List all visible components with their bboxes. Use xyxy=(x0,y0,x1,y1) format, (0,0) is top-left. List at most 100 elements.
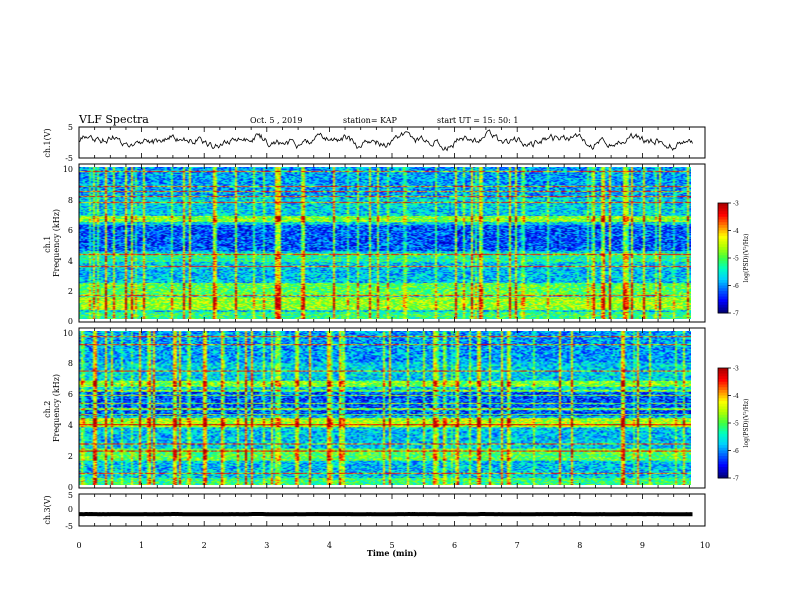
colorbar-tick-label: -5 xyxy=(733,256,739,263)
colorbar-tick-label: -6 xyxy=(733,448,739,455)
ch1-spectrogram-ylabel-channel: ch.1 xyxy=(43,236,52,253)
ch2-spectrogram-ticks xyxy=(78,328,706,488)
colorbar-swatch xyxy=(718,423,728,427)
colorbar-swatch xyxy=(718,428,728,432)
colorbar-swatch xyxy=(718,263,728,267)
colorbar-swatch xyxy=(718,447,728,451)
ch1-waveform-ticks xyxy=(78,127,706,158)
ch2-spectrogram-ylabel: ch.2 Frequency (kHz) xyxy=(43,374,61,442)
ch1-freq-tick-2: 2 xyxy=(68,287,73,296)
ch3-waveform-ylabel: ch.3(V) xyxy=(43,495,52,524)
colorbar-swatch xyxy=(718,458,728,462)
colorbar-swatch xyxy=(718,205,728,209)
time-tick-label: 5 xyxy=(389,541,394,550)
colorbar-swatch xyxy=(718,249,728,253)
ch2-spectrogram-image xyxy=(79,331,691,485)
colorbar-swatch xyxy=(718,461,728,465)
ch1-ytick-bottom: -5 xyxy=(65,154,73,163)
colorbar-swatch xyxy=(718,445,728,449)
ch3-ytick-top: 5 xyxy=(68,491,73,500)
ch1-spectrogram-ylabel: ch.1 Frequency (kHz) xyxy=(43,209,61,277)
colorbar-swatch xyxy=(718,412,728,416)
colorbar-swatch xyxy=(718,216,728,220)
colorbar-swatch xyxy=(718,453,728,457)
colorbar-swatch xyxy=(718,211,728,215)
colorbar-swatch xyxy=(718,392,728,396)
colorbar-swatch xyxy=(718,406,728,410)
colorbar-swatch xyxy=(718,236,728,240)
colorbar-swatch xyxy=(718,288,728,292)
colorbar-swatch xyxy=(718,467,728,471)
colorbar-swatch xyxy=(718,260,728,264)
time-axis-label: Time (min) xyxy=(367,548,417,558)
colorbar-swatch xyxy=(718,302,728,306)
colorbar-tick-label: -5 xyxy=(733,421,739,428)
colorbar-swatch xyxy=(718,442,728,446)
colorbar-swatch xyxy=(718,368,728,372)
ch1-freq-tick-8: 8 xyxy=(68,196,73,205)
colorbar-swatch xyxy=(718,304,728,308)
ch1-colorbar: -3 -4 -5 -6 -7 log(PSD)(V²/Hz) xyxy=(717,201,750,318)
ch2-freq-tick-6: 6 xyxy=(68,390,73,399)
ch2-freq-tick-2: 2 xyxy=(68,452,73,461)
figure-start-time: start UT = 15: 50: 1 xyxy=(437,116,518,125)
colorbar-swatch xyxy=(718,307,728,311)
colorbar-swatch xyxy=(718,469,728,473)
ch2-freq-tick-8: 8 xyxy=(68,359,73,368)
ch3-waveform-panel: 5 0 -5 ch.3(V) xyxy=(43,491,706,531)
colorbar-swatch xyxy=(718,436,728,440)
colorbar-swatch xyxy=(718,425,728,429)
ch1-waveform-panel: 5 -5 ch.1(V) xyxy=(43,123,706,163)
colorbar-swatch xyxy=(718,472,728,476)
colorbar-swatch xyxy=(718,214,728,218)
ch2-freq-tick-0: 0 xyxy=(68,483,73,492)
colorbar-swatch xyxy=(718,293,728,297)
colorbar-swatch xyxy=(718,398,728,402)
colorbar-swatch xyxy=(718,258,728,262)
colorbar-swatch xyxy=(718,282,728,286)
colorbar-swatch xyxy=(718,384,728,388)
ch1-waveform-ylabel: ch.1(V) xyxy=(43,128,52,157)
colorbar-swatch xyxy=(718,227,728,231)
time-tick-label: 9 xyxy=(640,541,645,550)
ch2-spectrogram-ylabel-channel: ch.2 xyxy=(43,401,52,418)
ch1-spectrogram-ylabel-frequency: Frequency (kHz) xyxy=(52,209,61,277)
ch1-spectrogram-ticks xyxy=(78,164,706,322)
colorbar-swatch xyxy=(718,414,728,418)
ch3-ytick-mid: 0 xyxy=(68,505,73,514)
ch1-waveform-trace xyxy=(78,129,693,152)
ch1-spectrogram-panel: 0 2 4 6 8 10 ch.1 Frequency (kHz) xyxy=(43,163,706,326)
colorbar-swatch xyxy=(718,373,728,377)
colorbar-swatch xyxy=(718,247,728,251)
colorbar-swatch xyxy=(718,456,728,460)
time-tick-label: 7 xyxy=(515,541,520,550)
ch2-freq-tick-10: 10 xyxy=(63,329,73,338)
ch3-waveform-ticks xyxy=(78,494,706,526)
colorbar-swatch xyxy=(718,208,728,212)
time-tick-label: 3 xyxy=(264,541,269,550)
colorbar-tick-label: -7 xyxy=(733,311,739,318)
ch2-spectrogram-ylabel-frequency: Frequency (kHz) xyxy=(52,374,61,442)
colorbar-swatch xyxy=(718,230,728,234)
ch1-freq-tick-10: 10 xyxy=(63,165,73,174)
colorbar-swatch xyxy=(718,379,728,383)
colorbar-swatch xyxy=(718,439,728,443)
time-tick-label: 4 xyxy=(327,541,332,550)
colorbar-swatch xyxy=(718,233,728,237)
colorbar-swatch xyxy=(718,291,728,295)
time-tick-label: 8 xyxy=(577,541,582,550)
colorbar-swatch xyxy=(718,376,728,380)
colorbar-swatch xyxy=(718,241,728,245)
time-axis-tick-labels: 0 1 2 3 4 5 6 7 8 9 10 xyxy=(76,541,710,550)
ch1-freq-tick-6: 6 xyxy=(68,226,73,235)
time-tick-label: 10 xyxy=(700,541,710,550)
colorbar-tick-label: -3 xyxy=(733,366,739,373)
colorbar-swatch xyxy=(718,381,728,385)
colorbar-label: log(PSD)(V²/Hz) xyxy=(743,234,750,283)
colorbar-swatch xyxy=(718,271,728,275)
colorbar-swatch xyxy=(718,434,728,438)
colorbar-swatch xyxy=(718,464,728,468)
colorbar-swatch xyxy=(718,390,728,394)
ch2-spectrogram-panel: 0 2 4 6 8 10 ch.2 Frequency (kHz) xyxy=(43,327,706,492)
ch1-freq-tick-0: 0 xyxy=(68,317,73,326)
